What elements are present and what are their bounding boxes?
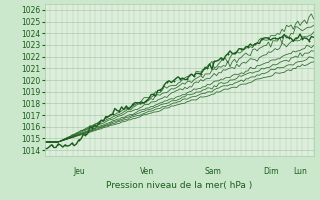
Text: Lun: Lun <box>293 167 307 176</box>
Text: Jeu: Jeu <box>74 167 86 176</box>
Text: Sam: Sam <box>204 167 221 176</box>
Text: Dim: Dim <box>263 167 278 176</box>
Text: Ven: Ven <box>140 167 154 176</box>
Text: Pression niveau de la mer( hPa ): Pression niveau de la mer( hPa ) <box>106 181 252 190</box>
